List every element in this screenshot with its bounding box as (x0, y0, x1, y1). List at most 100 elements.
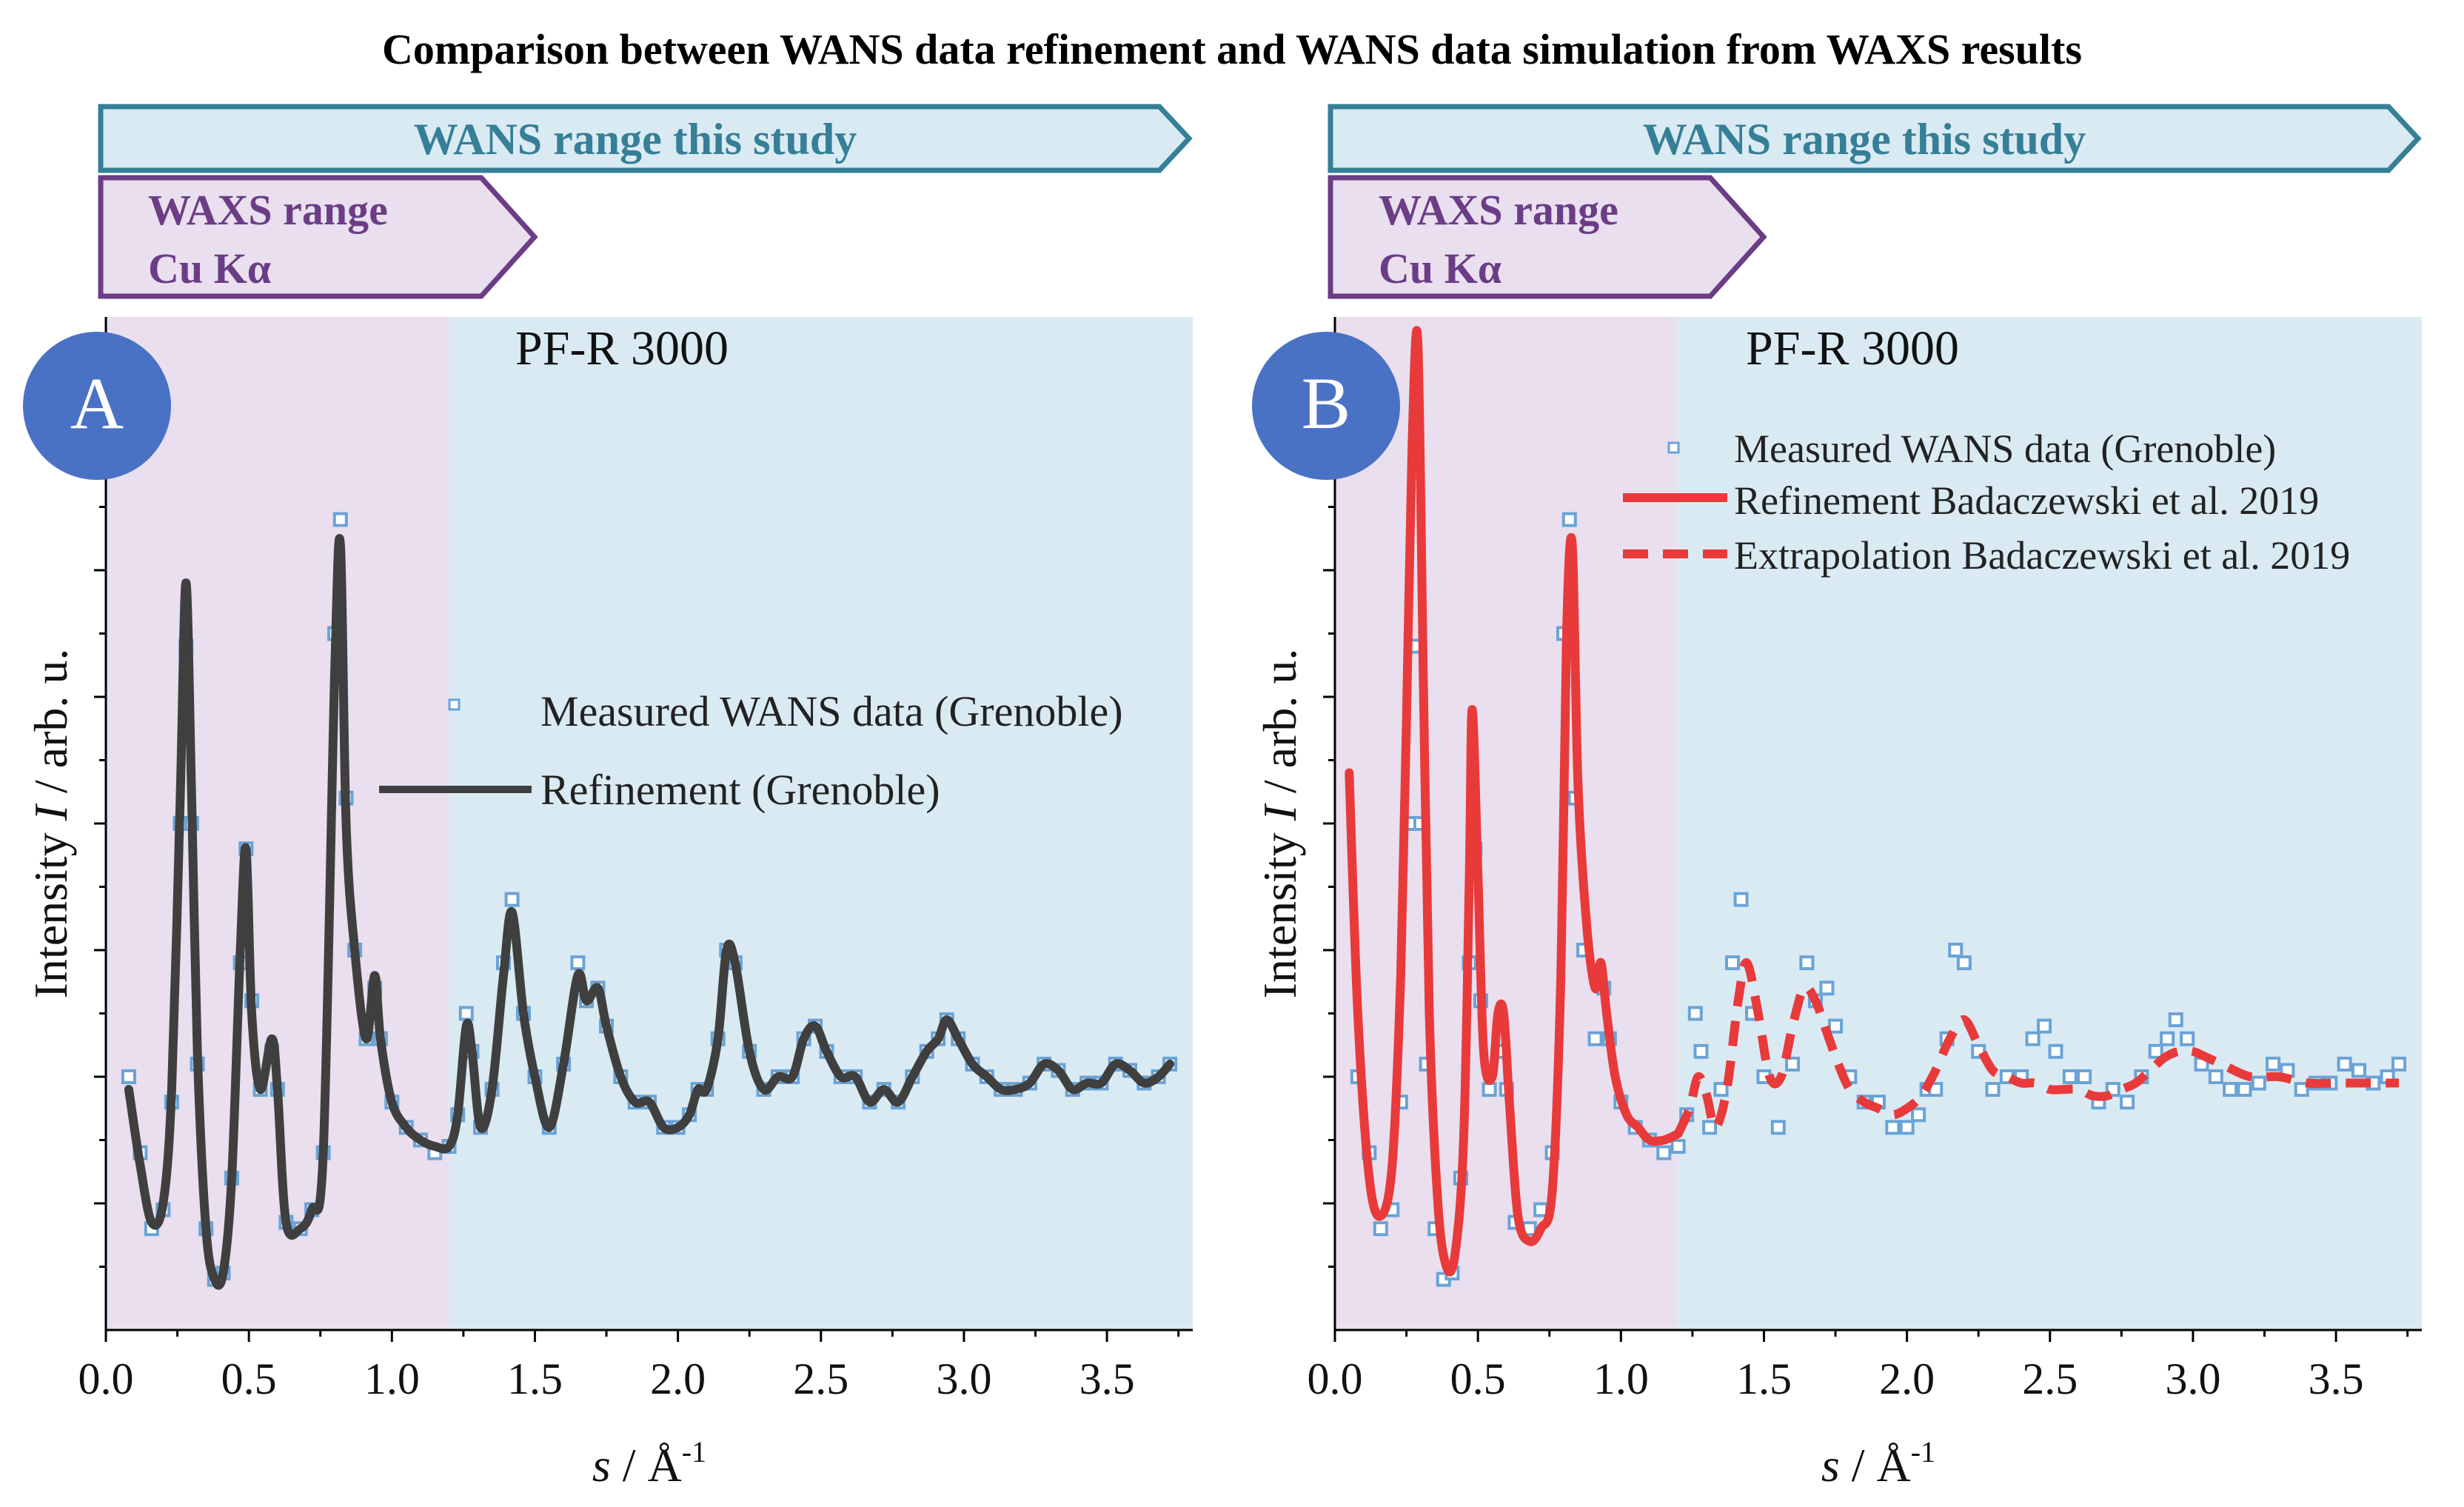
measured-point (1373, 1221, 1388, 1237)
wans-banner-b (1328, 104, 2422, 173)
x-ticks-a: 0.0 0.5 1.0 1.5 2.0 2.5 3.0 3.5 (78, 1330, 1180, 1403)
measured-point (2223, 1082, 2238, 1097)
measured-point (1482, 1082, 1497, 1097)
waxs-banner-a (98, 175, 538, 299)
measured-point (1770, 1120, 1786, 1135)
badge-circle-b (1252, 332, 1400, 480)
x-tick-label: 3.5 (2309, 1354, 2364, 1403)
measured-point (1733, 892, 1749, 907)
measured-point (2180, 1031, 2195, 1046)
y-axis-title-a: Intensity I / arb. u. (24, 649, 77, 999)
x-tick-label: 0.0 (1308, 1354, 1363, 1403)
x-tick-label: 0.0 (78, 1354, 134, 1403)
x-ticks-b: 0.0 0.5 1.0 1.5 2.0 2.5 3.0 3.5 (1308, 1330, 2409, 1403)
measured-point (2160, 1031, 2175, 1046)
x-axis-title-a: s / Å-1 (592, 1435, 706, 1491)
plot-area-b (1345, 326, 2407, 1287)
measured-point (570, 955, 586, 971)
measured-point (332, 512, 348, 527)
measured-point (1948, 943, 1964, 958)
legend-label-refinement-a: Refinement (Grenoble) (540, 766, 940, 814)
measured-point (121, 1069, 136, 1084)
x-tick-label: 1.0 (364, 1354, 420, 1403)
x-tick-label: 2.0 (1879, 1354, 1935, 1403)
x-tick-label: 2.0 (650, 1354, 706, 1403)
waxs-banner-sublabel-b: Cu Kα (1379, 244, 1502, 293)
waxs-region-a (106, 317, 449, 1330)
measured-point (1687, 1006, 1703, 1021)
y-axis-title-b: Intensity I / arb. u. (1253, 649, 1306, 999)
measured-point (2391, 1056, 2407, 1072)
measured-point (1713, 1082, 1729, 1097)
legend-a: Measured WANS data (Grenoble) Refinement… (379, 687, 1123, 814)
measured-point (2120, 1095, 2135, 1110)
measured-point (2251, 1075, 2266, 1091)
x-tick-label: 3.0 (2165, 1354, 2220, 1403)
y-ticks-a (94, 379, 106, 1268)
legend-label-refinement-b: Refinement Badaczewski et al. 2019 (1734, 478, 2319, 523)
measured-point (504, 892, 520, 907)
x-axis-title-b: s / Å-1 (1821, 1435, 1935, 1491)
badge-circle-a (23, 332, 171, 480)
measured-point (1985, 1082, 2001, 1097)
x-tick-label: 1.5 (507, 1354, 563, 1403)
wans-banner-label-b: WANS range this study (1643, 115, 2086, 164)
wans-region-a (449, 317, 1193, 1330)
measured-point (1693, 1043, 1709, 1059)
measured-point (2266, 1056, 2281, 1072)
measured-point (2351, 1063, 2367, 1078)
measured-point (1819, 980, 1835, 996)
measured-point (1670, 1139, 1686, 1155)
measured-point (1724, 955, 1740, 971)
panel-badge-b: B (1252, 332, 1400, 480)
legend-marker-measured-a (448, 698, 461, 711)
measured-point (1799, 955, 1815, 971)
measured-point (1587, 1031, 1603, 1046)
x-tick-label: 2.5 (2022, 1354, 2078, 1403)
legend-marker-measured-b (1667, 441, 1680, 454)
panel-badge-a: A (23, 332, 171, 480)
waxs-banner-sublabel-a: Cu Kα (148, 244, 271, 293)
waxs-region-b (1335, 317, 1678, 1330)
legend-label-extrapolation-b: Extrapolation Badaczewski et al. 2019 (1734, 533, 2350, 578)
panel-a: WANS range this study WAXS range Cu Kα 0… (23, 104, 1193, 1491)
measured-point (2025, 1031, 2040, 1046)
measured-point (1828, 1018, 1844, 1034)
x-tick-label: 1.0 (1593, 1354, 1649, 1403)
refinement-line-b (1345, 326, 1683, 1277)
measured-point (2237, 1082, 2252, 1097)
measured-point (2148, 1043, 2163, 1059)
figure-title: Comparison between WANS data refinement … (382, 25, 2082, 73)
panel-b: WANS range this study WAXS range Cu Kα 0… (1252, 104, 2422, 1491)
x-tick-label: 2.5 (793, 1354, 848, 1403)
plot-area-a (121, 512, 1178, 1290)
legend-b: Measured WANS data (Grenoble) Refinement… (1623, 427, 2350, 578)
extrapolation-line-b (1674, 958, 2400, 1136)
wans-banner-a (98, 104, 1193, 173)
sample-label-b: PF-R 3000 (1746, 321, 1959, 375)
x-tick-label: 0.5 (1450, 1354, 1506, 1403)
wans-banner-label-a: WANS range this study (414, 115, 857, 164)
measured-point (1656, 1145, 1672, 1160)
measured-point (458, 1006, 474, 1021)
measured-point (1956, 955, 1972, 971)
waxs-banner-b (1328, 175, 1767, 299)
measured-point (2077, 1069, 2092, 1084)
measured-point (1885, 1120, 1901, 1135)
measured-point (2208, 1069, 2223, 1084)
badge-label-b: B (1302, 362, 1351, 444)
badge-label-a: A (70, 362, 124, 444)
legend-label-measured-a: Measured WANS data (Grenoble) (540, 687, 1123, 735)
measured-point (1561, 512, 1577, 527)
measured-point (1702, 1120, 1718, 1135)
legend-label-measured-b: Measured WANS data (Grenoble) (1734, 427, 2276, 471)
measured-point (1911, 1107, 1926, 1123)
wans-region-b (1678, 317, 2422, 1330)
x-tick-label: 0.5 (221, 1354, 277, 1403)
refinement-line-a (124, 534, 1175, 1290)
measured-point (2037, 1018, 2052, 1034)
measured-point (1785, 1056, 1801, 1072)
measured-point (2337, 1056, 2352, 1072)
measured-point (2062, 1069, 2078, 1084)
